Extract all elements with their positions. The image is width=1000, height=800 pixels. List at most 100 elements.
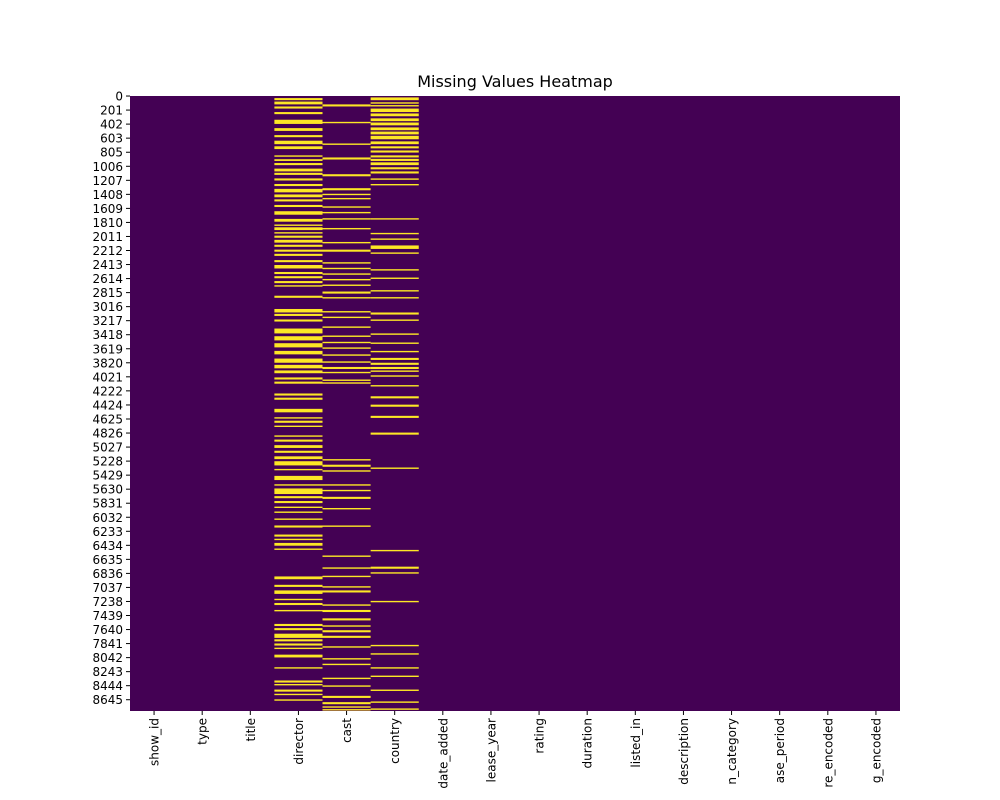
x-tick-label: listed_in xyxy=(629,718,643,768)
missing-cell-director xyxy=(274,244,323,247)
missing-cell-director xyxy=(274,450,323,453)
missing-cell-director xyxy=(274,163,323,166)
missing-cell-cast xyxy=(322,188,371,191)
missing-cell-country xyxy=(370,238,419,240)
missing-cell-cast xyxy=(322,249,371,252)
missing-cell-cast xyxy=(322,211,371,214)
missing-cell-cast xyxy=(322,326,371,328)
missing-cell-cast xyxy=(322,267,371,270)
missing-cell-director xyxy=(274,538,323,541)
missing-cell-director xyxy=(274,308,323,313)
y-tick-label: 2815 xyxy=(92,286,123,300)
y-tick-label: 5630 xyxy=(92,483,123,497)
missing-cell-director xyxy=(274,667,323,669)
missing-cell-country xyxy=(370,375,419,377)
y-tick-label: 2614 xyxy=(92,272,123,286)
missing-cell-cast xyxy=(322,702,371,705)
missing-cell-director xyxy=(274,281,323,284)
missing-cell-cast xyxy=(322,630,371,633)
missing-cell-director xyxy=(274,295,323,298)
missing-cell-director xyxy=(274,435,323,437)
missing-cell-cast xyxy=(322,347,371,349)
heatmap-background xyxy=(130,96,900,711)
y-tick-label: 0 xyxy=(115,90,123,104)
x-tick-label: duration xyxy=(581,718,595,769)
missing-cell-director xyxy=(274,183,323,187)
missing-cell-director xyxy=(274,633,323,638)
missing-cell-director xyxy=(274,576,323,580)
missing-cell-director xyxy=(274,239,323,243)
missing-cell-country xyxy=(370,333,419,335)
missing-cell-director xyxy=(274,155,323,157)
y-tick-label: 5027 xyxy=(92,441,123,455)
missing-cell-cast xyxy=(322,335,371,337)
missing-cell-country xyxy=(370,232,419,235)
x-tick-label: description xyxy=(677,718,691,785)
missing-cell-director xyxy=(274,439,323,442)
y-tick-label: 805 xyxy=(100,146,123,160)
missing-cell-director xyxy=(274,336,323,341)
x-tick-label: g_encoded xyxy=(869,718,883,783)
missing-cell-country xyxy=(370,162,419,166)
missing-cell-cast xyxy=(322,525,371,527)
missing-cell-director xyxy=(274,680,323,683)
missing-cell-director xyxy=(274,276,323,279)
missing-cell-director xyxy=(274,168,323,172)
y-tick-label: 8645 xyxy=(92,693,123,707)
missing-cell-director xyxy=(274,260,323,263)
missing-cell-country xyxy=(370,97,419,101)
missing-cell-country xyxy=(370,701,419,703)
missing-cell-director xyxy=(274,689,323,692)
y-tick-label: 603 xyxy=(100,132,123,146)
missing-cell-country xyxy=(370,122,419,126)
x-tick-label: date_added xyxy=(436,718,450,789)
missing-cell-director xyxy=(274,128,323,131)
missing-cell-director xyxy=(274,501,323,504)
missing-cell-country xyxy=(370,600,419,603)
missing-cell-cast xyxy=(322,609,371,613)
missing-cell-director xyxy=(274,358,323,363)
heatmap-cells xyxy=(130,96,900,711)
missing-cell-director xyxy=(274,178,323,181)
missing-cell-country xyxy=(370,218,419,220)
missing-cell-cast xyxy=(322,354,371,356)
y-axis: 0201402603805100612071408160918102011221… xyxy=(92,90,130,707)
missing-cell-country xyxy=(370,404,419,407)
missing-cell-country xyxy=(370,290,419,292)
missing-cell-cast xyxy=(322,262,371,264)
missing-cell-country xyxy=(370,667,419,669)
missing-cell-country xyxy=(370,178,419,180)
missing-cell-country xyxy=(370,183,419,186)
y-tick-label: 7238 xyxy=(92,595,123,609)
missing-cell-country xyxy=(370,644,419,647)
missing-cell-country xyxy=(370,252,419,254)
missing-cell-country xyxy=(370,467,419,469)
missing-cell-director xyxy=(274,468,323,471)
missing-cell-director xyxy=(274,172,323,175)
chart-title: Missing Values Heatmap xyxy=(417,72,613,91)
x-tick-label: show_id xyxy=(148,718,162,766)
y-tick-label: 4424 xyxy=(92,398,123,412)
missing-cell-country xyxy=(370,108,419,113)
missing-cell-cast xyxy=(322,241,371,244)
missing-cell-director xyxy=(274,271,323,275)
y-tick-label: 3418 xyxy=(92,328,123,342)
missing-cell-country xyxy=(370,158,419,161)
missing-cell-cast xyxy=(322,695,371,698)
missing-cell-country xyxy=(370,312,419,315)
missing-cell-director xyxy=(274,654,323,658)
missing-cell-cast xyxy=(322,496,371,499)
missing-cell-cast xyxy=(322,157,371,160)
missing-cell-director xyxy=(274,370,323,374)
missing-cell-director xyxy=(274,484,323,486)
missing-cell-cast xyxy=(322,508,371,510)
y-tick-label: 6434 xyxy=(92,539,123,553)
missing-cell-cast xyxy=(322,706,371,708)
missing-cell-country xyxy=(370,396,419,399)
missing-cell-country xyxy=(370,150,419,153)
missing-cell-director xyxy=(274,235,323,238)
missing-cell-director xyxy=(274,628,323,631)
missing-cell-cast xyxy=(322,104,371,107)
missing-cell-cast xyxy=(322,459,371,461)
